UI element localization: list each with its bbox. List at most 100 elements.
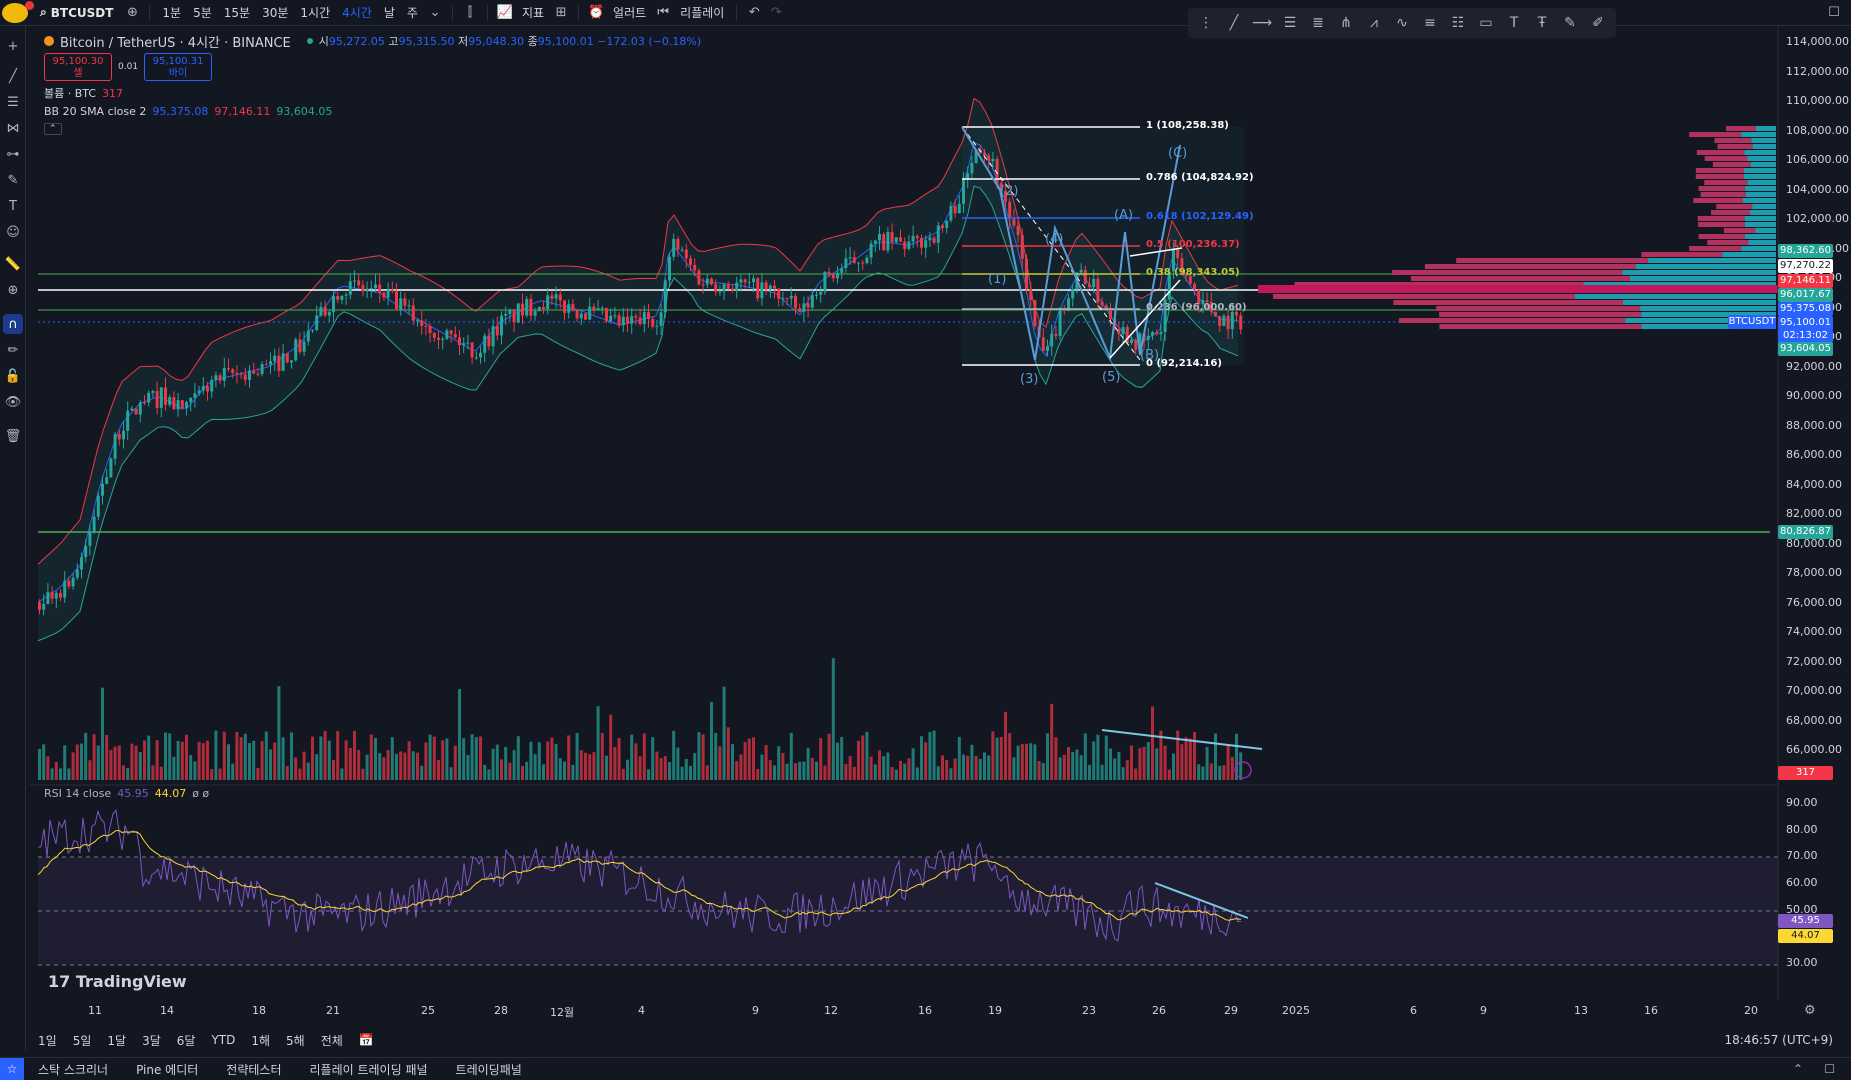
- text-tool-icon[interactable]: T: [9, 198, 17, 214]
- brush-icon[interactable]: ✎: [1564, 15, 1576, 31]
- star-icon[interactable]: ☆: [0, 1058, 24, 1080]
- tab-strategy-tester[interactable]: 전략테스터: [226, 1062, 282, 1077]
- range-5d[interactable]: 5일: [72, 1033, 92, 1048]
- volume-bar: [382, 757, 386, 780]
- candle-style-icon[interactable]: ⫿: [467, 5, 473, 20]
- pattern-tools-icon[interactable]: ⋈: [6, 120, 20, 136]
- user-avatar[interactable]: [2, 0, 34, 23]
- volume-legend[interactable]: 볼륨 · BTC 317: [44, 86, 124, 101]
- range-5y[interactable]: 5해: [286, 1033, 305, 1048]
- time-axis[interactable]: 11 14 18 21 25 28 12월 4 9 12 16 19 23 26 29 2025 6 9 13 16 2…: [30, 1000, 1770, 1020]
- range-all[interactable]: 전체: [320, 1033, 343, 1048]
- replay-button[interactable]: 리플레이: [680, 6, 725, 20]
- compare-add-icon[interactable]: ⊕: [126, 5, 138, 20]
- rsi-legend[interactable]: RSI 14 close 45.95 44.07 ø ø: [44, 787, 210, 800]
- range-1y[interactable]: 1해: [251, 1033, 271, 1048]
- tab-replay-trading[interactable]: 리플레이 트레이딩 패널: [309, 1062, 428, 1077]
- calendar-icon[interactable]: 📅: [358, 1033, 374, 1047]
- chevron-up-icon[interactable]: ⌃: [1792, 1062, 1803, 1076]
- volume-bar: [441, 740, 445, 780]
- divider: [149, 4, 151, 21]
- pattern-icon[interactable]: ⩘: [1370, 15, 1378, 31]
- interval-5m[interactable]: 5분: [193, 6, 212, 20]
- tab-pine-editor[interactable]: Pine 에디터: [136, 1062, 199, 1077]
- brush-icon[interactable]: ✎: [7, 172, 19, 188]
- range-6m[interactable]: 6달: [176, 1033, 196, 1048]
- collapse-legend-button[interactable]: ⌃: [44, 120, 701, 138]
- volume-bar: [84, 732, 88, 780]
- interval-1w[interactable]: 주: [406, 6, 418, 20]
- forecast-icon[interactable]: ≡: [1424, 15, 1436, 31]
- replay-icon[interactable]: ⏮: [657, 5, 669, 20]
- trash-icon[interactable]: 🗑: [4, 428, 22, 444]
- tradingview-logo[interactable]: 17 TradingView: [48, 972, 187, 991]
- pitchfork-icon[interactable]: ⋔: [1340, 15, 1352, 31]
- volume-bar: [789, 732, 793, 780]
- fib-tools-icon[interactable]: ☰: [7, 94, 19, 110]
- tab-stock-screener[interactable]: 스탁 스크리너: [38, 1062, 109, 1077]
- candle-body: [1235, 312, 1238, 316]
- interval-1h[interactable]: 1시간: [300, 6, 331, 20]
- volume-bar: [239, 737, 243, 780]
- magnet-icon[interactable]: ∩: [3, 314, 23, 334]
- highlighter-icon[interactable]: ✐: [1592, 15, 1604, 31]
- symbol-search[interactable]: ⌕ BTCUSDT: [28, 5, 121, 20]
- redo-icon[interactable]: ↷: [770, 5, 782, 20]
- interval-1m[interactable]: 1분: [162, 6, 182, 20]
- eye-icon[interactable]: 👁: [4, 394, 22, 410]
- chevron-down-icon[interactable]: ⌄: [429, 5, 441, 20]
- tab-trading-panel[interactable]: 트레이딩패널: [455, 1062, 522, 1077]
- range-3m[interactable]: 3달: [142, 1033, 161, 1048]
- drag-handle-icon[interactable]: ⋮: [1199, 15, 1213, 31]
- candle-body: [512, 310, 516, 323]
- price-axis-label: 112,000.00: [1786, 64, 1849, 78]
- candle-body: [521, 303, 524, 316]
- rectangle-icon[interactable]: ▭: [1479, 15, 1493, 31]
- fib-retracement-icon[interactable]: ≣: [1312, 15, 1324, 31]
- alert-button[interactable]: 얼러트: [613, 6, 647, 20]
- range-1m[interactable]: 1달: [107, 1033, 127, 1048]
- alert-icon[interactable]: ⏰: [587, 5, 605, 20]
- crosshair-icon[interactable]: +: [7, 38, 19, 54]
- sell-button[interactable]: 95,100.30 셀: [44, 53, 112, 81]
- elliott-wave-icon[interactable]: ∿: [1396, 15, 1408, 31]
- clock-readout[interactable]: 18:46:57 (UTC+9): [1724, 1033, 1833, 1047]
- rsi-trend-line: [1154, 882, 1249, 919]
- prediction-tools-icon[interactable]: ⊶: [6, 146, 20, 162]
- chart-title[interactable]: Bitcoin / TetherUS · 4시간 · BINANCE: [60, 35, 291, 51]
- horizontal-ray-icon[interactable]: ⟶: [1251, 15, 1273, 31]
- indicators-icon[interactable]: 📈: [496, 5, 514, 20]
- stay-drawing-icon[interactable]: ✏: [7, 342, 19, 358]
- volume-bar: [642, 733, 646, 780]
- measure-icon[interactable]: 📏: [4, 256, 22, 272]
- settings-icon[interactable]: ⚙: [1804, 1003, 1816, 1018]
- zoom-icon[interactable]: ⊕: [7, 282, 19, 298]
- lock-icon[interactable]: 🔓: [4, 368, 22, 384]
- text-icon[interactable]: T: [1509, 15, 1519, 31]
- volume-bar: [571, 764, 575, 780]
- indicators-button[interactable]: 지표: [521, 6, 545, 20]
- trend-line-icon[interactable]: ╱: [1229, 15, 1239, 31]
- range-1d[interactable]: 1일: [38, 1033, 57, 1048]
- candle-body: [1205, 300, 1209, 303]
- templates-icon[interactable]: ⊞: [555, 5, 567, 20]
- emoji-icon[interactable]: ☺: [6, 224, 20, 240]
- buy-button[interactable]: 95,100.31 바이: [144, 53, 213, 81]
- bb-legend[interactable]: BB 20 SMA close 2 95,375.08 97,146.11 93…: [44, 104, 333, 118]
- range-ytd[interactable]: YTD: [211, 1033, 236, 1047]
- interval-4h[interactable]: 4시간: [342, 6, 372, 20]
- text-note-icon[interactable]: Ŧ: [1537, 15, 1547, 31]
- ruler-icon[interactable]: ☷: [1451, 15, 1465, 31]
- undo-icon[interactable]: ↶: [748, 5, 760, 20]
- interval-15m[interactable]: 15분: [223, 6, 251, 20]
- maximize-icon[interactable]: ☐: [1824, 1062, 1835, 1076]
- time-axis-label: 16: [1644, 1004, 1658, 1017]
- candle-body: [54, 592, 58, 599]
- trend-line-icon[interactable]: ╱: [9, 68, 17, 84]
- layout-icon[interactable]: ☐: [1828, 5, 1840, 20]
- price-axis-label: 106,000.00: [1786, 153, 1849, 166]
- interval-30m[interactable]: 30분: [262, 6, 289, 20]
- parallel-channel-icon[interactable]: ☰: [1283, 15, 1297, 31]
- interval-1d[interactable]: 날: [383, 6, 395, 20]
